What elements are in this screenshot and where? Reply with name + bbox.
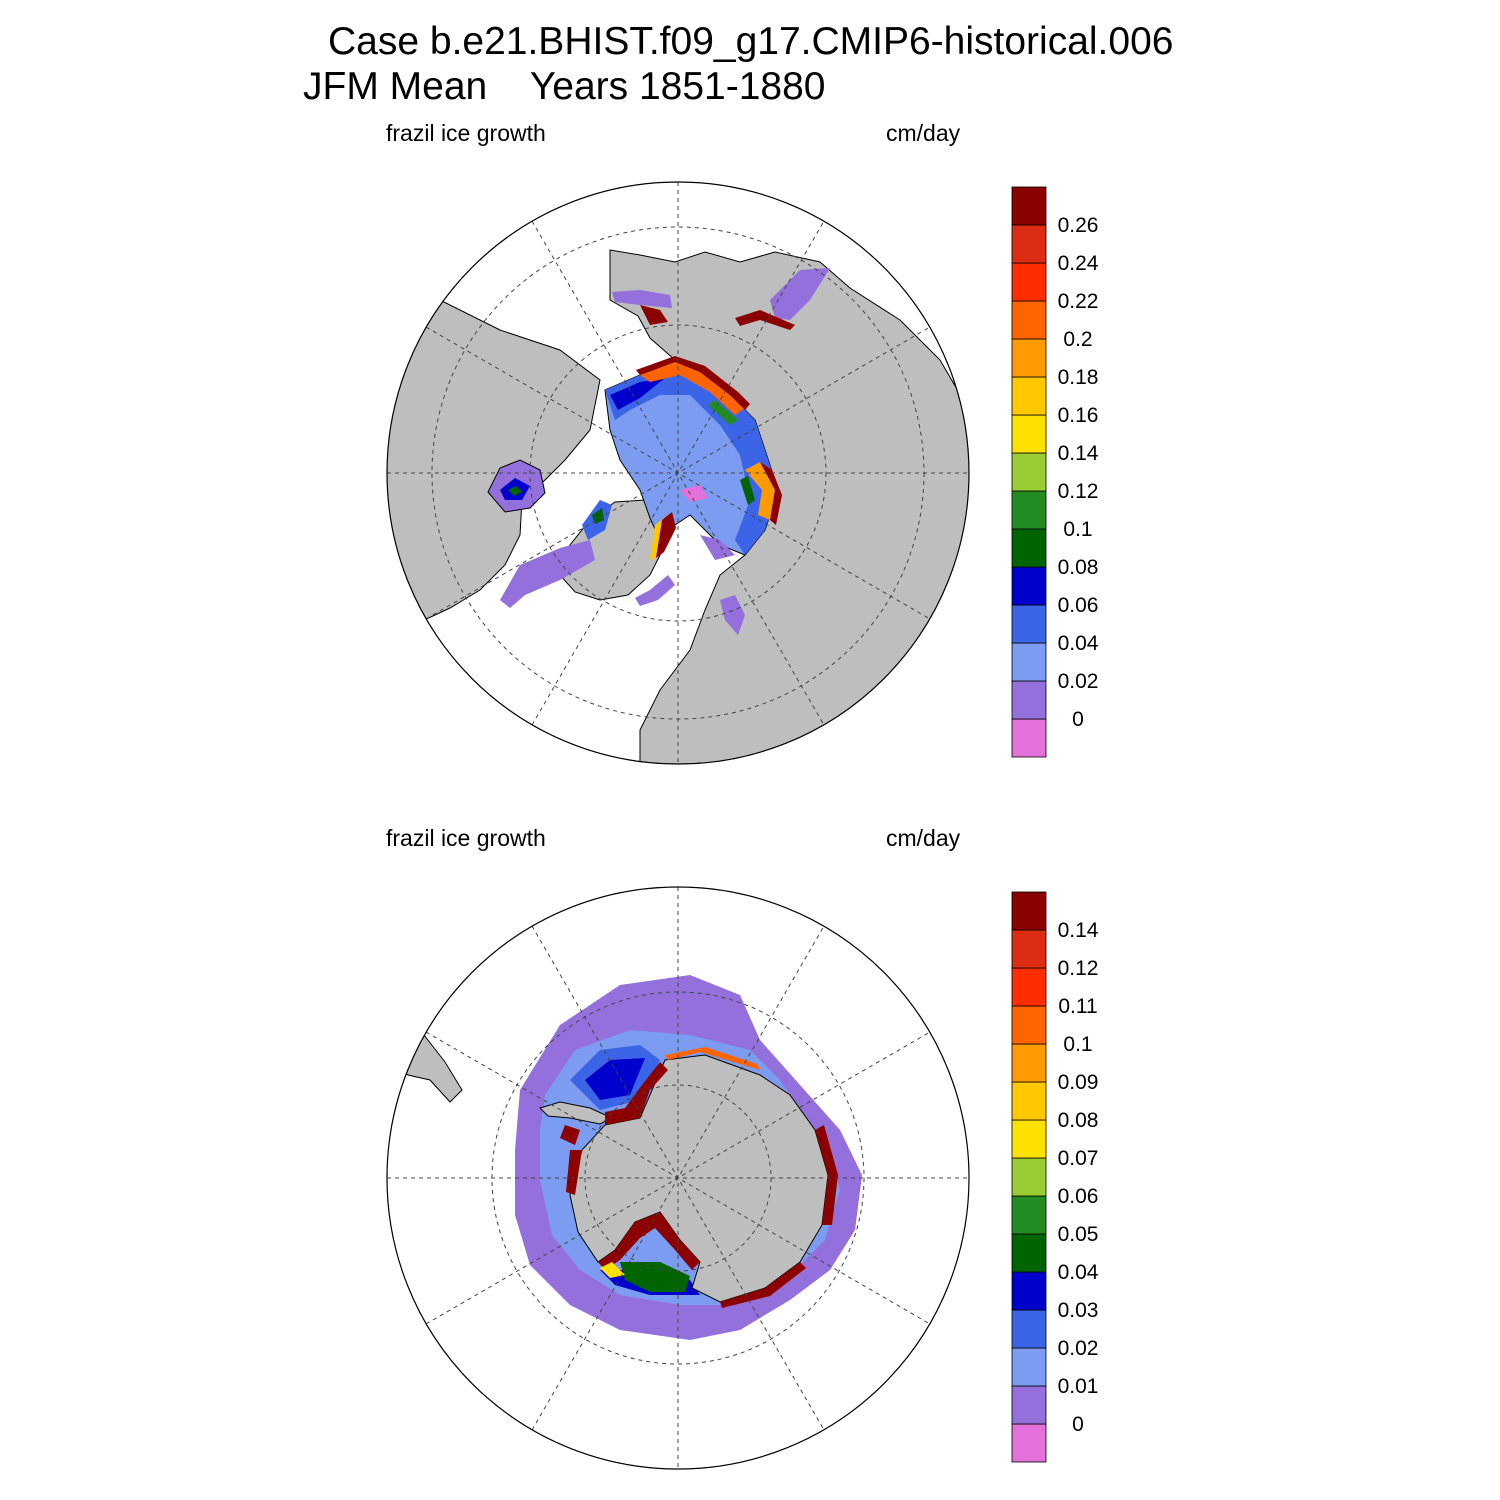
- south-graticule: [387, 887, 969, 1469]
- north-colorbar-swatch: [1011, 452, 1047, 492]
- south-colorbar-swatch: [1011, 1157, 1047, 1197]
- south-colorbar-swatch: [1011, 1347, 1047, 1387]
- north-colorbar-swatch: [1011, 186, 1047, 226]
- south-colorbar-swatch: [1011, 1423, 1047, 1463]
- south-colorbar-label: 0.11: [1058, 995, 1097, 1018]
- north-colorbar-swatch: [1011, 490, 1047, 530]
- north-colorbar-swatch: [1011, 414, 1047, 454]
- south-colorbar-label: 0.02: [1058, 1337, 1099, 1360]
- north-colorbar-swatch: [1011, 338, 1047, 378]
- south-units-label: cm/day: [886, 825, 961, 851]
- north-colorbar-label: 0.04: [1058, 632, 1099, 655]
- south-colorbar-label: 0.01: [1058, 1375, 1099, 1398]
- north-colorbar-label: 0.24: [1058, 252, 1099, 275]
- south-variable-label: frazil ice growth: [386, 825, 546, 851]
- north-colorbar-label: 0.22: [1058, 290, 1099, 313]
- south-colorbar-label: 0.07: [1058, 1147, 1099, 1170]
- north-colorbar-swatch: [1011, 566, 1047, 606]
- south-colorbar-swatch: [1011, 1385, 1047, 1425]
- south-colorbar-swatch: [1011, 1309, 1047, 1349]
- north-colorbar-label: 0.02: [1058, 670, 1099, 693]
- south-colorbar-label: 0: [1072, 1413, 1084, 1436]
- south-polar-map: [386, 886, 970, 1470]
- north-colorbar-swatch: [1011, 224, 1047, 264]
- south-colorbar-label: 0.12: [1058, 957, 1099, 980]
- north-colorbar: 0 0.02 0.04 0.06 0.08 0.1 0.12 0.14 0.16 0.18 0.2 0…: [1011, 186, 1099, 758]
- south-colorbar-swatch: [1011, 967, 1047, 1007]
- south-colorbar-swatch: [1011, 891, 1047, 931]
- south-colorbar-label: 0.06: [1058, 1185, 1099, 1208]
- south-colorbar-swatch: [1011, 1005, 1047, 1045]
- north-colorbar-swatch: [1011, 680, 1047, 720]
- south-colorbar-swatch: [1011, 1233, 1047, 1273]
- south-colorbar: 0 0.01 0.02 0.03 0.04 0.05 0.06 0.07 0.08 0.09 0.1…: [1011, 891, 1099, 1463]
- north-colorbar-swatch: [1011, 376, 1047, 416]
- north-polar-map: [386, 181, 970, 765]
- north-graticule: [387, 182, 969, 764]
- north-units-label: cm/day: [886, 120, 961, 146]
- south-colorbar-swatch: [1011, 929, 1047, 969]
- north-colorbar-label: 0.06: [1058, 594, 1099, 617]
- north-colorbar-label: 0.18: [1058, 366, 1099, 389]
- south-colorbar-swatch: [1011, 1043, 1047, 1083]
- north-colorbar-label: 0.12: [1058, 480, 1099, 503]
- south-colorbar-label: 0.05: [1058, 1223, 1099, 1246]
- figure-title-line-2: JFM Mean Years 1851-1880: [303, 65, 826, 108]
- south-colorbar-label: 0.04: [1058, 1261, 1099, 1284]
- north-colorbar-label: 0.1: [1063, 518, 1092, 541]
- north-colorbar-swatch: [1011, 718, 1047, 758]
- north-colorbar-swatch: [1011, 300, 1047, 340]
- south-colorbar-swatch: [1011, 1081, 1047, 1121]
- north-colorbar-label: 0.08: [1058, 556, 1099, 579]
- south-colorbar-swatch: [1011, 1271, 1047, 1311]
- south-colorbar-label: 0.1: [1063, 1033, 1092, 1056]
- north-variable-label: frazil ice growth: [386, 120, 546, 146]
- south-colorbar-swatch: [1011, 1119, 1047, 1159]
- south-colorbar-label: 0.09: [1058, 1071, 1099, 1094]
- figure-title-line-1: Case b.e21.BHIST.f09_g17.CMIP6-historica…: [328, 20, 1174, 63]
- north-colorbar-label: 0: [1072, 708, 1084, 731]
- north-colorbar-swatch: [1011, 528, 1047, 568]
- south-colorbar-label: 0.03: [1058, 1299, 1099, 1322]
- south-map-boundary: [386, 886, 970, 1470]
- north-colorbar-swatch: [1011, 604, 1047, 644]
- north-colorbar-label: 0.2: [1063, 328, 1092, 351]
- south-colorbar-swatch: [1011, 1195, 1047, 1235]
- north-colorbar-label: 0.14: [1058, 442, 1099, 465]
- north-colorbar-label: 0.16: [1058, 404, 1099, 427]
- north-map-boundary: [386, 181, 970, 765]
- south-colorbar-label: 0.08: [1058, 1109, 1099, 1132]
- north-colorbar-label: 0.26: [1058, 214, 1099, 237]
- north-colorbar-swatch: [1011, 262, 1047, 302]
- north-colorbar-swatch: [1011, 642, 1047, 682]
- south-colorbar-label: 0.14: [1058, 919, 1099, 942]
